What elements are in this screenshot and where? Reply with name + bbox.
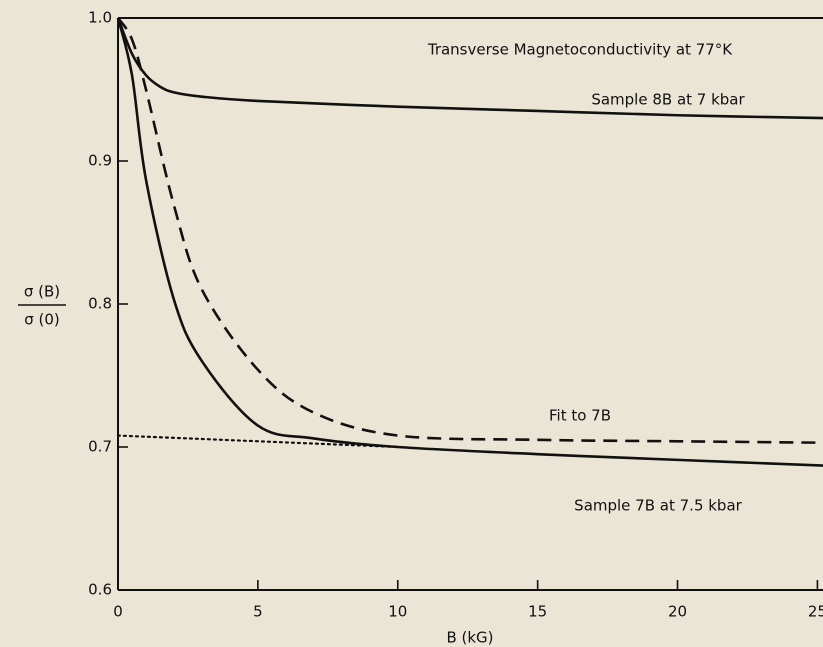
y-tick-label: 0.9 [88,152,112,170]
x-tick-label: 25 [808,603,823,621]
x-tick-label: 0 [113,603,123,621]
series-line [116,17,823,120]
chart-title: Transverse Magnetoconductivity at 77°K [427,41,733,59]
x-tick-label: 15 [528,603,547,621]
y-tick-label: 1.0 [88,9,112,27]
x-tick-label: 10 [388,603,407,621]
series-line [116,434,399,449]
series-line [116,17,823,445]
series-label: Sample 8B at 7 kbar [591,91,745,109]
x-axis-label: B (kG) [446,629,493,647]
series-line [116,17,823,467]
y-tick-label: 0.6 [88,581,112,599]
y-axis-label-denominator: σ (0) [24,311,60,329]
x-tick-label: 5 [253,603,263,621]
y-tick-label: 0.8 [88,295,112,313]
y-tick-label: 0.7 [88,438,112,456]
y-axis-label-numerator: σ (B) [24,283,60,301]
series-label: Fit to 7B [549,407,611,425]
x-tick-label: 20 [668,603,687,621]
series-label: Sample 7B at 7.5 kbar [574,497,742,515]
